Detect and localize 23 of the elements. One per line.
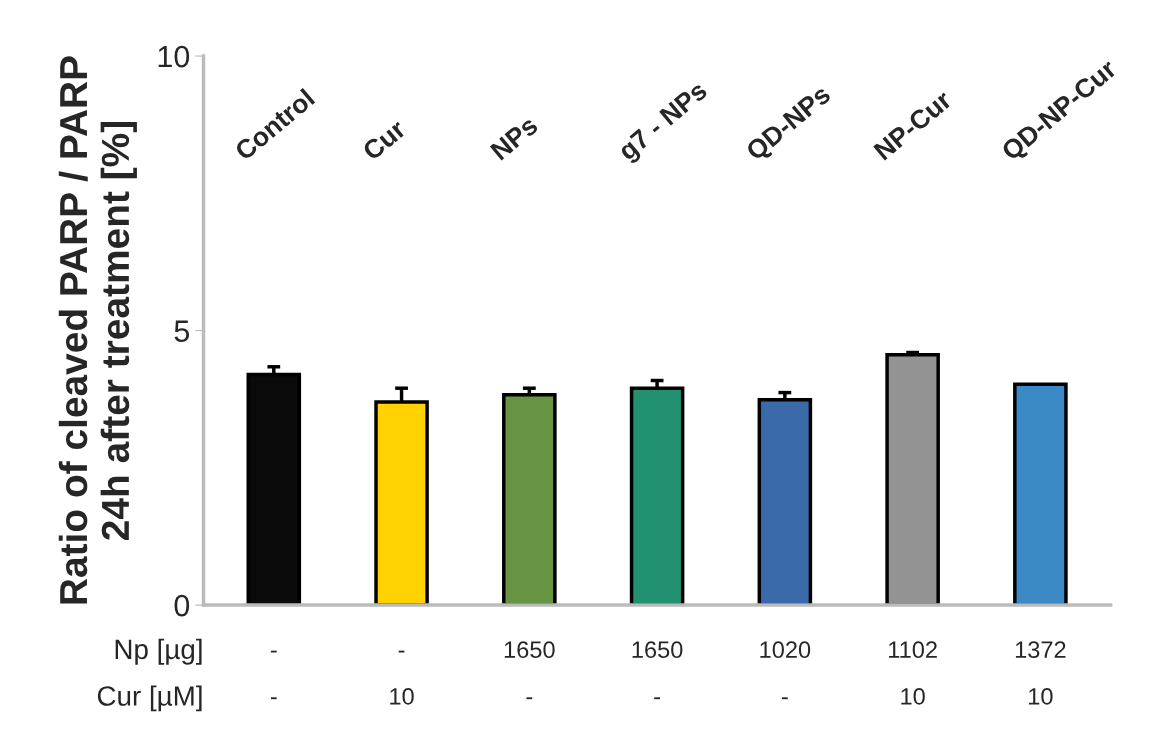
text: Cur [µM] — [97, 685, 202, 712]
x-tick-label: g7 - NPs — [617, 80, 712, 166]
text: 1650 — [504, 641, 555, 659]
text: - — [781, 697, 788, 700]
y-tick-label: 0 — [174, 594, 190, 617]
text: - — [270, 697, 277, 700]
text: 1372 — [1015, 641, 1066, 659]
text: 1650 — [632, 641, 683, 659]
text: 10 — [1029, 688, 1053, 705]
y-axis-title: Ratio of cleaved PARP / PARP 24h after treatment [%] — [58, 56, 137, 604]
text: - — [654, 697, 660, 700]
text: - — [398, 650, 405, 653]
text: - — [526, 697, 533, 700]
x-tick-label: NPs — [489, 115, 539, 161]
text: 10 — [901, 688, 925, 705]
text: 1102 — [889, 641, 937, 659]
text: 1020 — [760, 641, 811, 659]
text: 10 — [390, 688, 414, 705]
text: Np [µg] — [115, 638, 202, 665]
x-tick-label: Cur — [361, 118, 408, 162]
text: - — [270, 650, 277, 653]
y-tick-label: 5 — [174, 320, 190, 342]
y-tick-label: 10 — [158, 45, 190, 68]
